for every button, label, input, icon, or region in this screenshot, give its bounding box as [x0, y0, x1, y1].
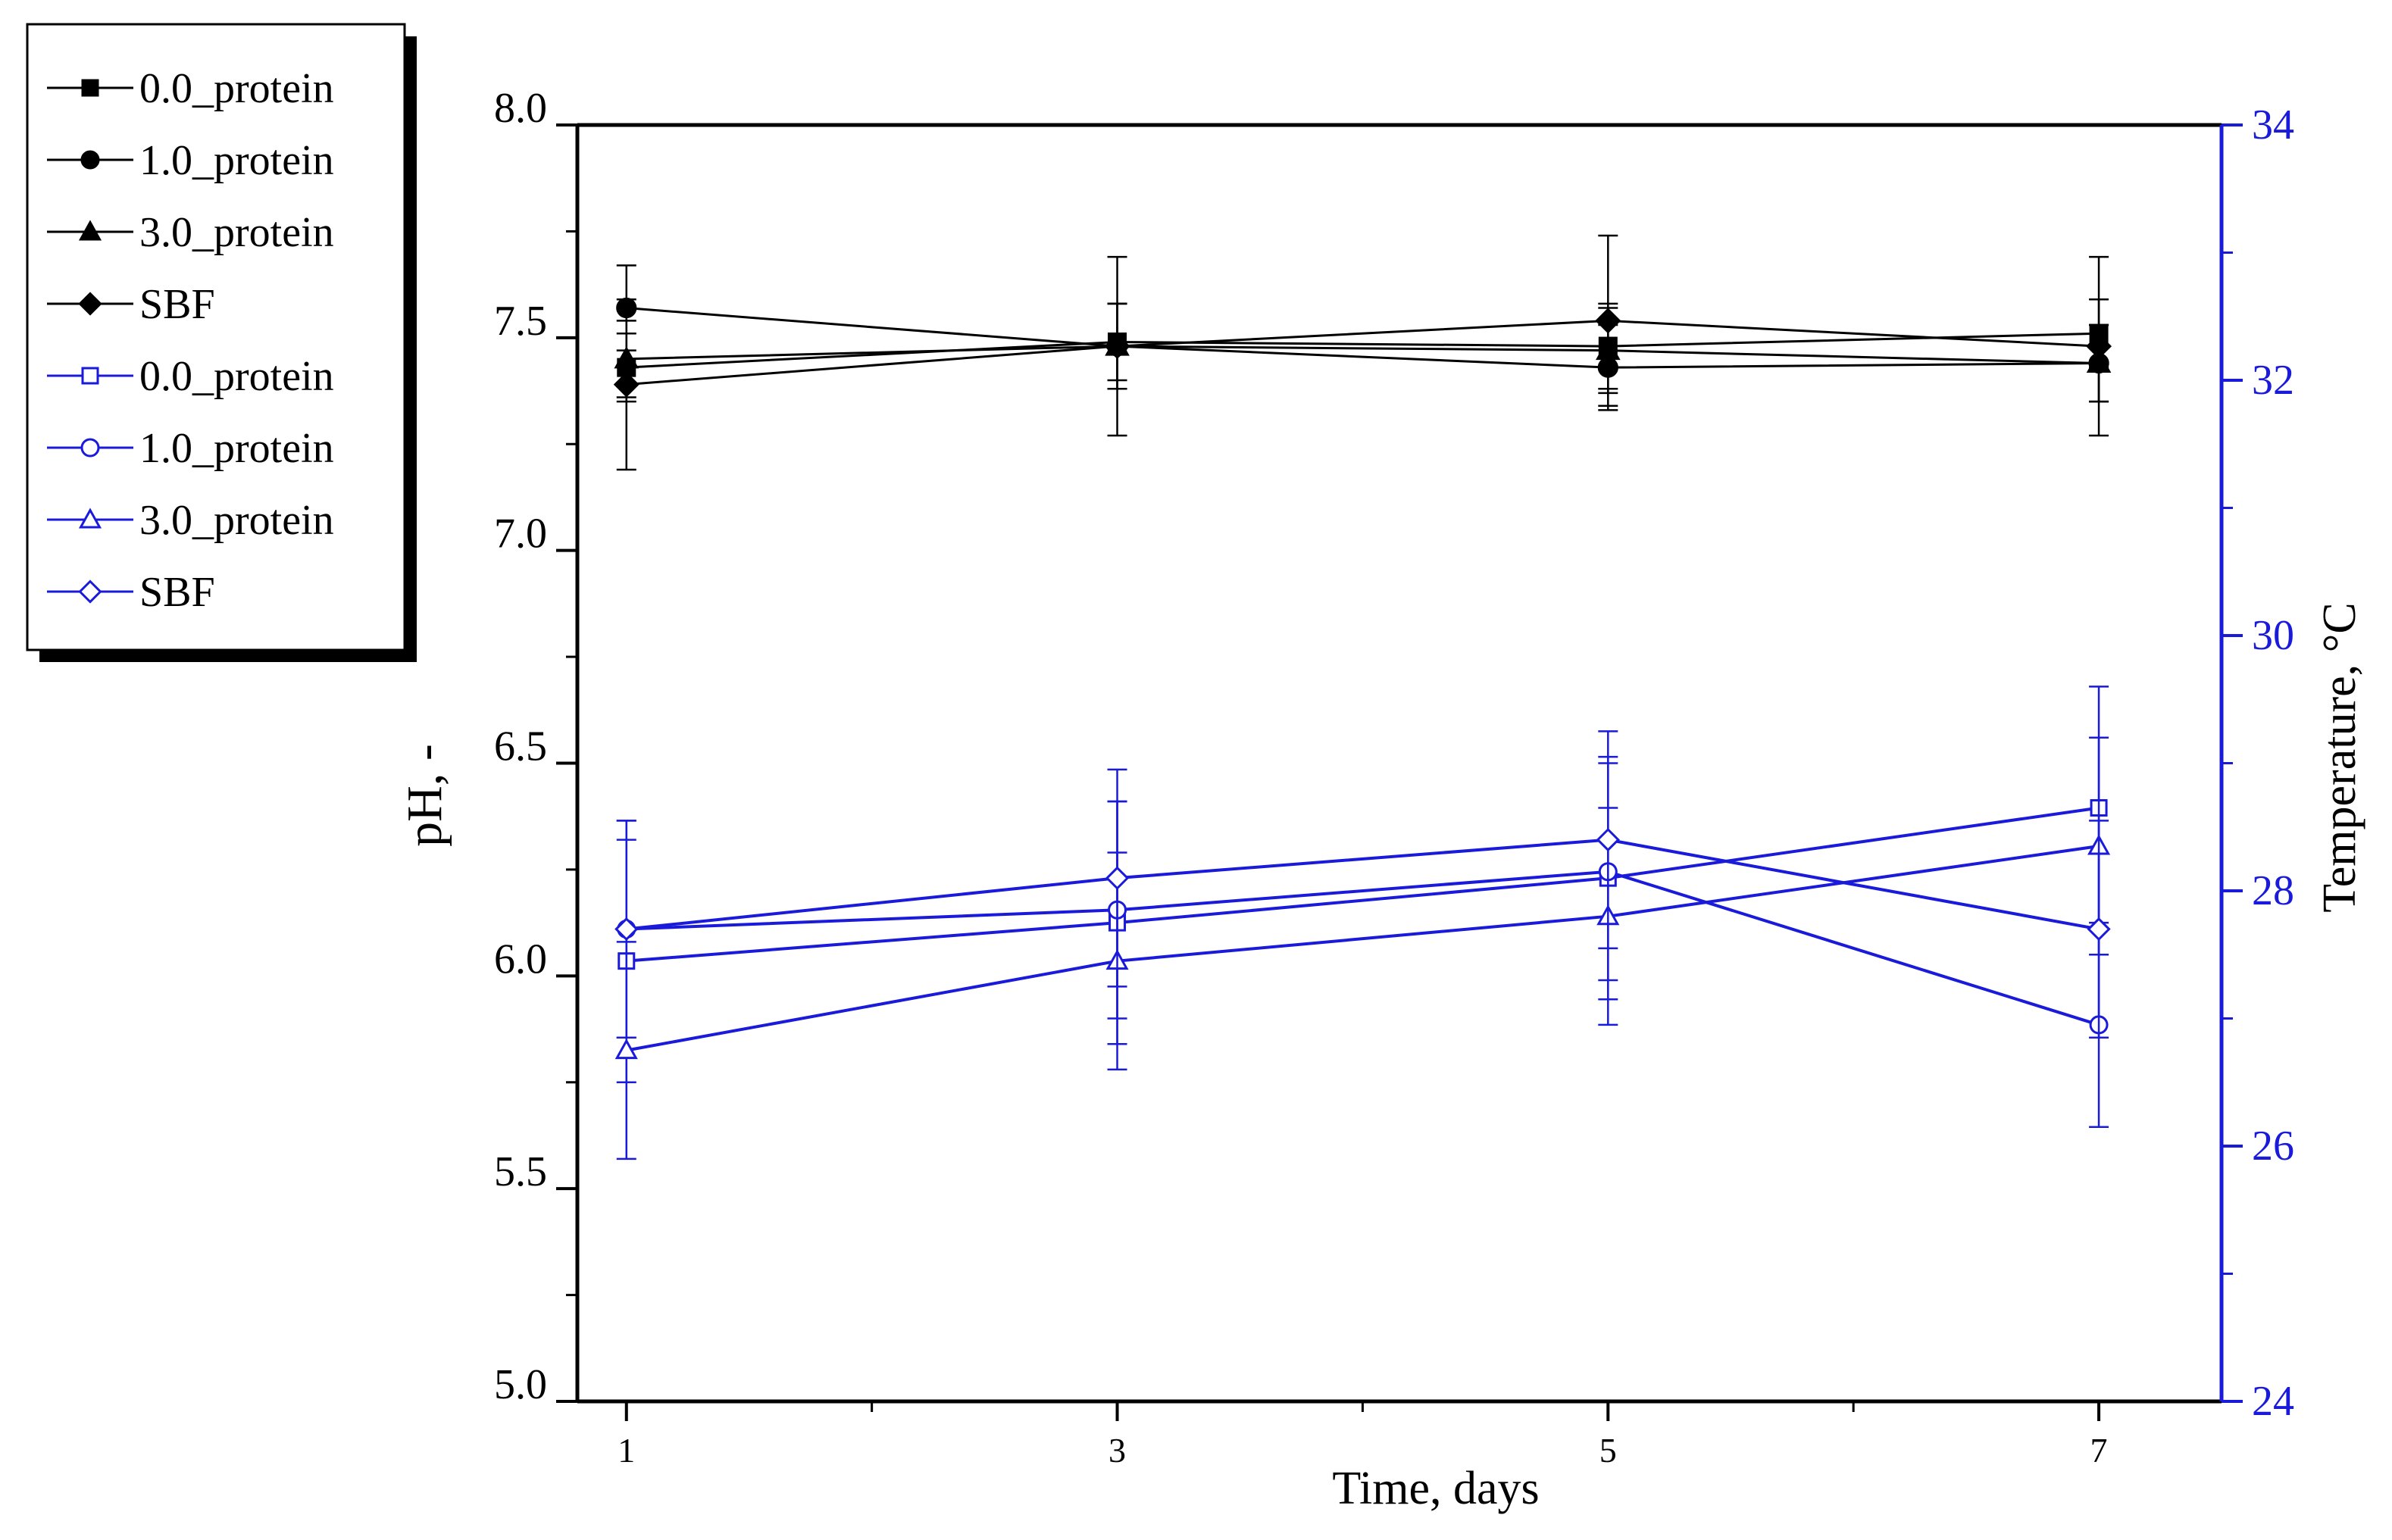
data-point-diamond [1104, 333, 1130, 360]
legend-label: SBF [139, 281, 215, 328]
legend-entry-ph-0.0_protein: 0.0_protein [47, 65, 334, 112]
series-temperature-0.0_protein [616, 686, 2109, 1083]
y-right-tick-label: 34 [2252, 102, 2294, 148]
legend-entry-ph-1.0_protein: 1.0_protein [47, 137, 334, 184]
y-right-tick-label: 30 [2252, 612, 2294, 659]
legend-label: 1.0_protein [139, 425, 334, 472]
plot-area [613, 234, 2112, 1160]
series-ph-SBF [613, 234, 2112, 471]
data-point-diamond [1595, 308, 1621, 334]
data-point-diamond [613, 371, 639, 398]
series-ph-1.0_protein [616, 264, 2109, 411]
y-right-tick-label: 28 [2252, 867, 2294, 914]
y-right-tick-label: 26 [2252, 1123, 2294, 1170]
y-left-tick-label: 5.0 [494, 1361, 547, 1408]
axes: 5.0 5.5 6.0 6.5 7.0 7.5 8.0 24 26 28 30 32 34 1 3 5 7 [494, 85, 2294, 1470]
series-line [626, 319, 2100, 386]
data-point-diamond [2086, 333, 2112, 360]
series-line [626, 870, 2100, 1026]
legend-label: 3.0_protein [139, 209, 334, 256]
legend-marker-diamond [78, 292, 102, 316]
legend: 0.0_protein 1.0_protein 3.0_protein SBF 0.0_… [26, 23, 417, 662]
series-line [626, 345, 2100, 365]
legend-marker-circle [80, 150, 100, 170]
series-temperature-SBF [614, 730, 2111, 1039]
x-tick-label: 1 [618, 1431, 635, 1470]
legend-label: 3.0_protein [139, 497, 334, 544]
y-left-tick-label: 7.0 [494, 511, 547, 558]
legend-marker-diamond [78, 579, 102, 604]
y-left-tick-label: 7.5 [494, 298, 547, 345]
series-line [626, 307, 2100, 369]
y-left-tick-label: 6.5 [494, 723, 547, 770]
x-tick-label: 3 [1108, 1431, 1126, 1470]
legend-label: 0.0_protein [139, 353, 334, 400]
series-temperature-3.0_protein [614, 736, 2111, 1160]
y-left-tick-label: 8.0 [494, 85, 547, 132]
legend-marker-square [81, 79, 99, 97]
legend-marker-square [81, 367, 99, 385]
series-line [626, 806, 2100, 963]
y-right-tick-label: 32 [2252, 357, 2294, 404]
data-point-diamond [1105, 866, 1130, 890]
legend-box [26, 23, 406, 651]
series-line [626, 845, 2100, 1052]
data-point-diamond [1596, 827, 1620, 852]
data-point-diamond [2087, 917, 2111, 942]
series-line [626, 332, 2100, 369]
data-point-triangle [614, 1039, 638, 1060]
y-right-tick-label: 24 [2252, 1378, 2294, 1425]
legend-entry-temperature-0.0_protein: 0.0_protein [47, 353, 334, 400]
legend-marker-triangle [78, 220, 102, 241]
series-line [626, 838, 2100, 931]
x-tick-label: 7 [2090, 1431, 2108, 1470]
legend-entry-temperature-3.0_protein: 3.0_protein [47, 497, 334, 544]
y-axis-left-label: pH, - [397, 744, 452, 847]
legend-label: 0.0_protein [139, 65, 334, 112]
legend-entry-temperature-SBF: SBF [47, 569, 215, 616]
legend-marker-triangle [78, 508, 102, 529]
y-left-tick-label: 5.5 [494, 1148, 547, 1195]
series-ph-3.0_protein [614, 302, 2112, 403]
data-point-diamond [614, 917, 639, 942]
y-left-tick-label: 6.0 [494, 936, 547, 982]
x-axis-label: Time, days [1332, 1463, 1539, 1514]
legend-entry-temperature-1.0_protein: 1.0_protein [47, 425, 334, 472]
legend-label: 1.0_protein [139, 137, 334, 184]
legend-entry-ph-SBF: SBF [47, 281, 215, 328]
legend-entry-ph-3.0_protein: 3.0_protein [47, 209, 334, 256]
y-axis-right-label: Temperature, °C [2314, 602, 2365, 913]
legend-marker-circle [80, 438, 100, 458]
x-tick-label: 5 [1599, 1431, 1617, 1470]
legend-label: SBF [139, 569, 215, 616]
series-ph-0.0_protein [616, 298, 2109, 403]
